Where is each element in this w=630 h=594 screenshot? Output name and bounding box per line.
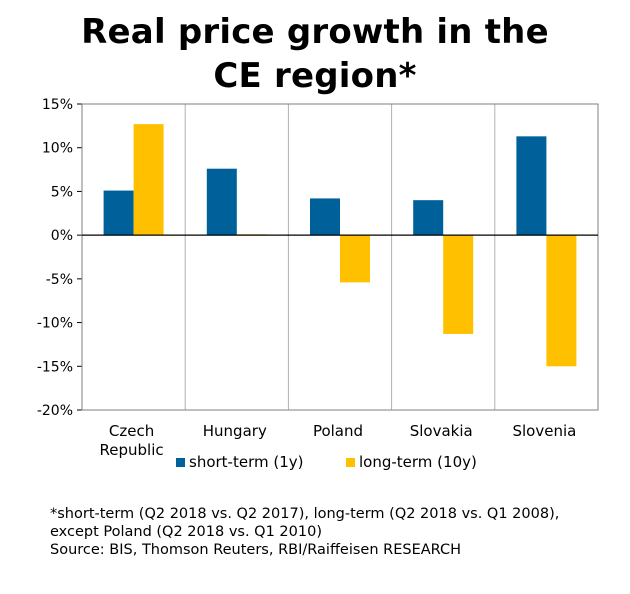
y-tick-label: -10% xyxy=(37,316,73,332)
legend-label-long-term: long-term (10y) xyxy=(359,453,477,471)
category-label: Czech xyxy=(109,422,154,440)
legend-label-short-term: short-term (1y) xyxy=(189,453,303,471)
bar-short-term xyxy=(516,136,547,236)
category-label: Poland xyxy=(313,422,363,440)
category-label: Slovenia xyxy=(512,422,576,440)
source-line: Source: BIS, Thomson Reuters, RBI/Raiffe… xyxy=(50,542,462,558)
bar-long-term xyxy=(340,235,370,283)
y-tick-label: 0% xyxy=(51,228,73,244)
y-tick-label: -15% xyxy=(37,359,73,375)
bar-short-term xyxy=(310,198,340,236)
bar-short-term xyxy=(206,168,237,236)
y-tick-label: 15% xyxy=(42,97,73,113)
y-tick-label: -5% xyxy=(46,272,73,288)
bar-short-term xyxy=(413,200,444,236)
bar-short-term xyxy=(103,190,134,236)
y-tick-label: -20% xyxy=(37,403,73,419)
footnote-line-1: *short-term (Q2 2018 vs. Q2 2017), long-… xyxy=(50,506,560,522)
chart-title: Real price growth in the CE region* xyxy=(0,10,630,98)
footnote-line-2: except Poland (Q2 2018 vs. Q1 2010) xyxy=(50,524,322,540)
y-tick-label: 10% xyxy=(42,141,73,157)
bar-long-term xyxy=(546,235,577,367)
bar-long-term xyxy=(133,124,164,236)
chart-title-line-1: Real price growth in the xyxy=(81,12,549,52)
y-tick-label: 5% xyxy=(51,184,73,200)
legend-swatch-long-term xyxy=(346,458,355,467)
bar-long-term xyxy=(443,235,474,334)
category-label: Republic xyxy=(100,441,164,459)
category-label: Hungary xyxy=(203,422,267,440)
legend-swatch-short-term xyxy=(176,458,185,467)
plot-border xyxy=(81,103,599,411)
category-label: Slovakia xyxy=(410,422,473,440)
footnote: *short-term (Q2 2018 vs. Q2 2017), long-… xyxy=(50,505,620,559)
chart-title-line-2: CE region* xyxy=(213,56,417,96)
